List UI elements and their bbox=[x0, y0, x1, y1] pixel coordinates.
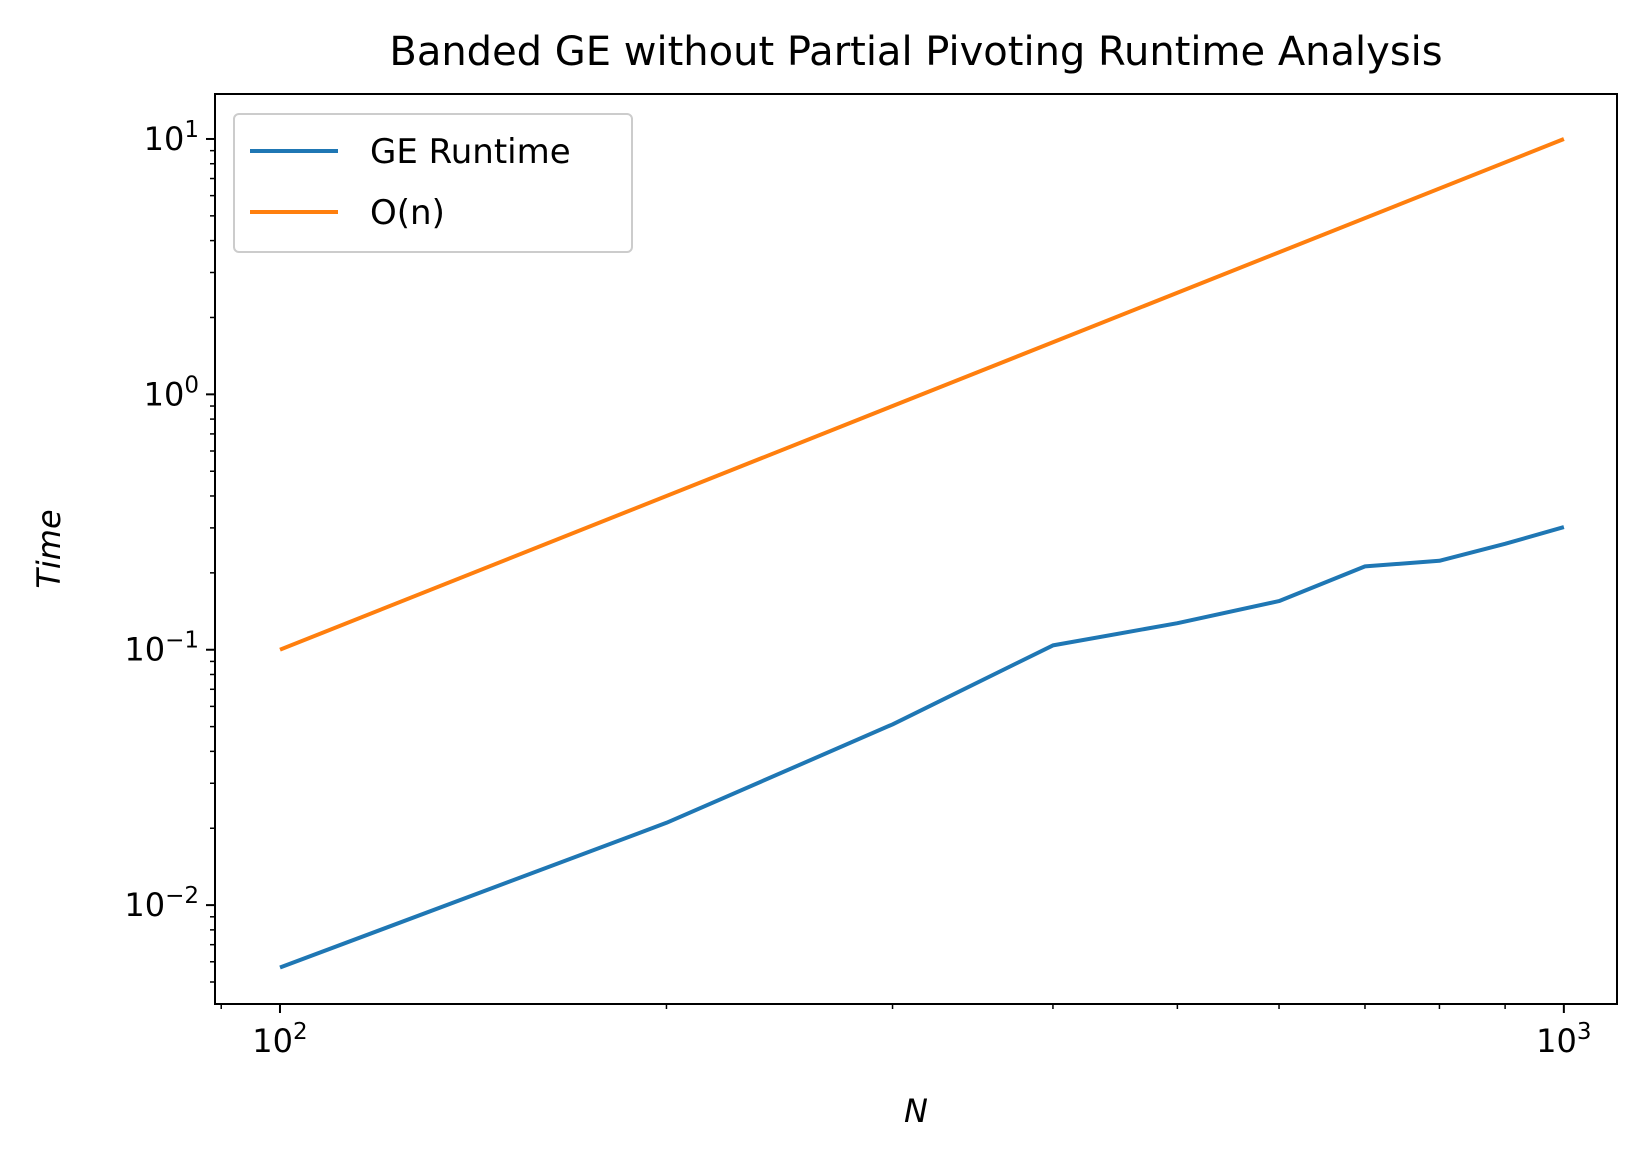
y-tick-label: 101 bbox=[144, 117, 199, 158]
x-tick-label: 102 bbox=[252, 1019, 307, 1060]
y-tick-label: 10−2 bbox=[124, 883, 199, 924]
x-tick-label: 103 bbox=[1536, 1019, 1591, 1060]
series-line-2 bbox=[279, 137, 1565, 652]
legend-label: GE Runtime bbox=[370, 132, 571, 172]
y-tick-label: 100 bbox=[144, 372, 199, 413]
y-axis-label: Time bbox=[30, 509, 68, 588]
legend-box bbox=[233, 113, 633, 253]
series-line-1 bbox=[279, 525, 1565, 970]
y-tick-label: 10−1 bbox=[124, 628, 199, 669]
legend: GE Runtime O(n) bbox=[233, 113, 633, 253]
chart-title: Banded GE without Partial Pivoting Runti… bbox=[389, 29, 1442, 75]
plot-frame bbox=[214, 93, 1618, 1005]
axes: 102 103 10−2 10−1 100 101 bbox=[124, 117, 1591, 1060]
x-axis-label: N bbox=[904, 1092, 928, 1130]
legend-label: O(n) bbox=[370, 193, 445, 233]
series-layer bbox=[279, 137, 1565, 970]
